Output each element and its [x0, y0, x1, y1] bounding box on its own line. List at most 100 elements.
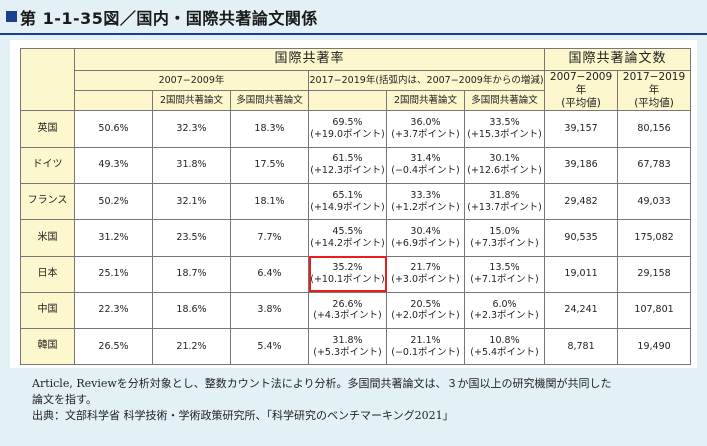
- rate-2007-total-cell: 50.2%: [74, 182, 153, 221]
- country-label: 日本: [20, 255, 75, 293]
- rate-2017-multi-country-cell-value: 10.8%: [489, 334, 520, 346]
- count-p1-header-line1: 2007−2009年: [549, 71, 613, 97]
- rate-2017-total-cell-value: 26.6%: [332, 298, 363, 310]
- country-label-value: フランス: [27, 195, 68, 207]
- note-line-1: Article, Reviewを分析対象とし、整数カウント法により分析。多国間共…: [32, 377, 612, 390]
- rate-2017-multi-country-cell-change: (+5.4ポイント): [470, 346, 539, 358]
- notes: Article, Reviewを分析対象とし、整数カウント法により分析。多国間共…: [32, 376, 697, 424]
- rate-2007-two-country-cell: 23.5%: [152, 219, 231, 257]
- rate-2017-two-country-cell-change: (+3.7ポイント): [391, 129, 460, 141]
- rate-2017-two-country-cell-change: (+1.2ポイント): [391, 201, 460, 213]
- rate-2007-total-cell: 25.1%: [74, 255, 153, 293]
- country-label-value: 韓国: [37, 340, 58, 352]
- rate-2007-multi-country-cell-value: 18.1%: [254, 195, 285, 207]
- count-2007-cell-value: 19,011: [564, 268, 598, 280]
- rate-2017-total-cell: 65.1% (+14.9ポイント): [308, 182, 387, 221]
- count-2007-cell: 24,241: [544, 291, 619, 330]
- rate-2007-two-country-cell: 21.2%: [152, 328, 231, 366]
- rate-2007-two-country-cell-value: 18.6%: [176, 304, 207, 316]
- country-label-value: 日本: [37, 267, 58, 279]
- rate-2017-total-cell-change: (+5.3ポイント): [313, 346, 382, 358]
- period2-multi-country-header: 多国間共著論文: [463, 90, 546, 112]
- rate-2017-multi-country-cell: 30.1% (+12.6ポイント): [463, 146, 546, 184]
- count-p2-header-line1: 2017−2019年: [622, 71, 686, 97]
- count-2017-cell-value: 49,033: [637, 195, 671, 207]
- rate-2007-total-cell-value: 49.3%: [98, 159, 129, 171]
- rate-2017-total-cell-value: 45.5%: [332, 225, 363, 237]
- rate-2017-multi-country-cell-value: 31.8%: [489, 189, 520, 201]
- count-2007-cell-value: 39,157: [564, 123, 598, 135]
- count-2007-cell: 39,186: [544, 146, 619, 184]
- rate-2017-total-cell: 31.8% (+5.3ポイント): [308, 328, 387, 366]
- rate-2017-total-cell: 61.5% (+12.3ポイント): [308, 146, 387, 184]
- rate-group-header: 国際共著率: [73, 48, 546, 71]
- rate-2007-total-cell-value: 26.5%: [98, 340, 129, 352]
- country-label-value: 英国: [37, 122, 58, 134]
- rate-2017-two-country-cell-change: (−0.1ポイント): [391, 346, 460, 358]
- rate-2017-two-country-cell-change: (+6.9ポイント): [391, 237, 460, 249]
- title-square-icon: [6, 11, 17, 22]
- rate-2017-multi-country-cell-value: 15.0%: [489, 225, 520, 237]
- period2-total-header: [308, 90, 387, 112]
- count-2007-cell: 90,535: [544, 219, 619, 257]
- rate-2007-two-country-cell-value: 32.1%: [176, 195, 207, 207]
- rate-2017-two-country-cell-change: (+2.0ポイント): [391, 310, 460, 322]
- rate-2017-two-country-cell: 20.5% (+2.0ポイント): [386, 291, 465, 330]
- figure-title: 第 1-1-35図／国内・国際共著論文関係: [20, 8, 318, 28]
- title-rule: [0, 33, 707, 35]
- rate-2007-multi-country-cell-value: 18.3%: [254, 123, 285, 135]
- rate-2007-total-cell-value: 25.1%: [98, 268, 129, 280]
- rate-2017-two-country-cell: 21.1% (−0.1ポイント): [386, 328, 465, 366]
- rate-2007-multi-country-cell-value: 6.4%: [257, 268, 282, 280]
- rate-2007-multi-country-cell-value: 5.4%: [257, 340, 282, 352]
- rate-2007-multi-country-cell: 5.4%: [230, 328, 309, 366]
- count-p1-header: 2007−2009年 (平均値): [544, 69, 619, 112]
- count-2017-cell: 19,490: [617, 328, 692, 366]
- rate-2017-multi-country-cell-change: (+13.7ポイント): [467, 201, 542, 213]
- rate-2007-multi-country-cell: 7.7%: [230, 219, 309, 257]
- rate-2017-total-cell-highlighted-value: 35.2%: [332, 262, 363, 274]
- count-p2-header: 2017−2019年 (平均値): [617, 69, 692, 112]
- rate-2017-multi-country-cell-value: 30.1%: [489, 153, 520, 165]
- rate-2017-total-cell-change: (+14.2ポイント): [310, 237, 385, 249]
- rate-2007-multi-country-cell: 3.8%: [230, 291, 309, 330]
- rate-2017-total-cell-change: (+12.3ポイント): [310, 165, 385, 177]
- table-row: ドイツ 49.3% 31.8% 17.5% 61.5% (+12.3ポイント) 31.4%(…: [20, 146, 692, 184]
- rate-2007-two-country-cell: 32.3%: [152, 110, 231, 148]
- rate-2017-total-cell-value: 65.1%: [332, 189, 363, 201]
- rate-2017-two-country-cell: 21.7% (+3.0ポイント): [386, 255, 465, 293]
- rate-2007-two-country-cell-value: 31.8%: [176, 159, 207, 171]
- count-2017-cell: 80,156: [617, 110, 692, 148]
- rate-2017-total-cell: 26.6% (+4.3ポイント): [308, 291, 387, 330]
- rate-2007-multi-country-cell: 17.5%: [230, 146, 309, 184]
- table-row: 日本 25.1% 18.7% 6.4% 35.2% (+10.1ポイント) 21.7% (+3…: [20, 255, 692, 293]
- period2-two-country-header: 2国間共著論文: [386, 90, 465, 112]
- rate-2007-multi-country-cell: 6.4%: [230, 255, 309, 293]
- rate-2017-multi-country-cell-value: 13.5%: [489, 262, 520, 274]
- rate-2017-two-country-cell: 30.4% (+6.9ポイント): [386, 219, 465, 257]
- rate-2007-total-cell: 49.3%: [74, 146, 153, 184]
- rate-2017-total-cell-change: (+4.3ポイント): [313, 310, 382, 322]
- count-2017-cell: 67,783: [617, 146, 692, 184]
- country-label-value: 米国: [37, 231, 58, 243]
- count-2007-cell-value: 24,241: [564, 304, 598, 316]
- rate-2017-multi-country-cell-value: 6.0%: [492, 298, 517, 310]
- rate-2017-total-cell-value: 61.5%: [332, 153, 363, 165]
- country-label: 米国: [20, 219, 75, 257]
- count-2007-cell: 39,157: [544, 110, 619, 148]
- rate-2017-multi-country-cell-change: (+7.3ポイント): [470, 237, 539, 249]
- corner-cell: [20, 47, 75, 112]
- rate-2017-multi-country-cell-value: 33.5%: [489, 117, 520, 129]
- rate-2007-two-country-cell: 18.6%: [152, 291, 231, 330]
- rate-2007-total-cell: 31.2%: [74, 219, 153, 257]
- count-2017-cell: 175,082: [617, 219, 692, 257]
- count-2007-cell-value: 8,781: [567, 340, 595, 352]
- rate-2007-total-cell: 26.5%: [74, 328, 153, 366]
- country-label-value: ドイツ: [32, 159, 63, 171]
- rate-2007-two-country-cell-value: 32.3%: [176, 123, 207, 135]
- count-2007-cell-value: 29,482: [564, 195, 598, 207]
- rate-2017-total-cell: 45.5% (+14.2ポイント): [308, 219, 387, 257]
- period2-header: 2017−2019年(括弧内は、2007−2009年からの増減): [307, 69, 546, 92]
- country-label: 英国: [20, 110, 75, 148]
- rate-2017-two-country-cell: 33.3% (+1.2ポイント): [386, 182, 465, 221]
